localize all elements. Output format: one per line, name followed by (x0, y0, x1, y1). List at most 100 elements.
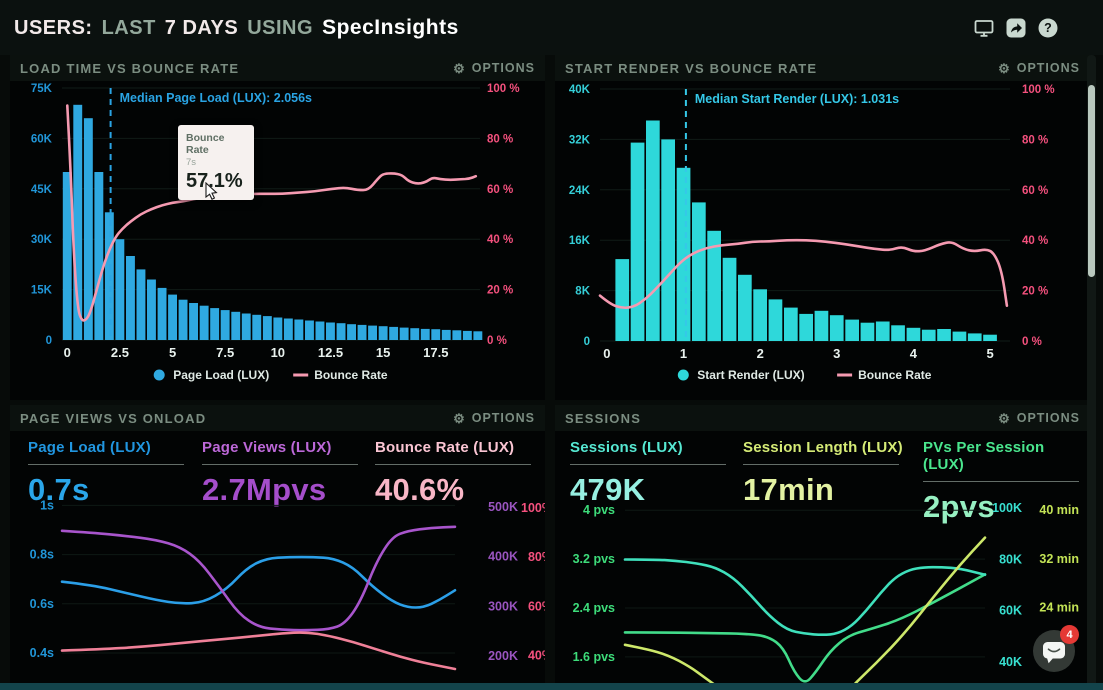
bar[interactable] (126, 256, 135, 340)
bar[interactable] (799, 313, 813, 341)
legend-label: Bounce Rate (314, 368, 388, 382)
metric-rule (923, 481, 1079, 482)
bar[interactable] (646, 120, 660, 342)
metric-rule (202, 464, 358, 465)
bar[interactable] (273, 317, 283, 341)
bar[interactable] (199, 305, 209, 340)
bar[interactable] (294, 319, 304, 341)
help-icon[interactable]: ? (1037, 17, 1059, 39)
bar[interactable] (814, 310, 829, 341)
bar[interactable] (937, 329, 951, 341)
bar[interactable] (722, 257, 737, 341)
axis-tick: 1s (40, 498, 54, 512)
bar[interactable] (389, 326, 399, 340)
bar[interactable] (326, 322, 335, 341)
scrollbar[interactable] (1087, 55, 1096, 690)
bar[interactable] (875, 321, 890, 342)
bar[interactable] (157, 287, 167, 340)
options-button[interactable]: ⚙ OPTIONS (998, 60, 1080, 76)
metric-rule (570, 464, 726, 465)
bar[interactable] (452, 330, 462, 340)
bar[interactable] (906, 327, 921, 341)
bar[interactable] (262, 316, 272, 340)
bar[interactable] (410, 328, 420, 340)
bar[interactable] (473, 331, 483, 340)
y-axis-tick: 40K (569, 84, 591, 96)
series-line[interactable] (623, 536, 987, 690)
bar[interactable] (178, 299, 188, 340)
bar[interactable] (860, 322, 875, 341)
bar[interactable] (147, 279, 156, 341)
bar[interactable] (738, 274, 752, 341)
bar[interactable] (661, 139, 675, 341)
series-line[interactable] (623, 558, 987, 636)
bar[interactable] (220, 310, 230, 340)
bar[interactable] (378, 326, 388, 340)
tooltip-value: 57.1% (186, 170, 243, 192)
bounce-rate-line[interactable] (598, 238, 1009, 310)
bar[interactable] (104, 212, 114, 340)
bar[interactable] (630, 142, 645, 341)
load-time-chart: Median Page Load (LUX): 2.056s 75K 60K 45K 3… (31, 83, 520, 382)
bar[interactable] (441, 329, 451, 340)
bar[interactable] (168, 294, 177, 340)
bar[interactable] (768, 299, 783, 341)
series-line[interactable] (623, 573, 987, 683)
bar[interactable] (462, 330, 472, 340)
bar[interactable] (399, 327, 409, 340)
bar[interactable] (189, 303, 198, 340)
bar[interactable] (241, 313, 251, 341)
bar[interactable] (707, 230, 721, 342)
options-button[interactable]: ⚙ OPTIONS (998, 410, 1080, 426)
bar[interactable] (983, 334, 997, 341)
display-icon[interactable] (973, 17, 995, 39)
chat-widget[interactable]: 4 (1032, 625, 1079, 673)
bar[interactable] (94, 172, 104, 340)
y2-axis-tick: 0 % (487, 335, 507, 347)
bar[interactable] (73, 104, 83, 340)
bar[interactable] (921, 329, 936, 341)
panel-start-render-title: START RENDER VS BOUNCE RATE (565, 60, 818, 76)
x-axis-tick: 17.5 (423, 345, 448, 360)
series-line[interactable] (60, 555, 457, 609)
bar[interactable] (753, 289, 767, 341)
axis-tick: 0.4s (30, 646, 54, 660)
options-button[interactable]: ⚙ OPTIONS (453, 60, 535, 76)
bar[interactable] (252, 314, 262, 340)
bar[interactable] (283, 318, 293, 341)
options-button[interactable]: ⚙ OPTIONS (453, 410, 535, 426)
series-line[interactable] (60, 525, 457, 632)
bar[interactable] (676, 167, 691, 342)
bar[interactable] (967, 333, 982, 341)
bar[interactable] (83, 118, 93, 340)
bar[interactable] (368, 325, 377, 340)
bar[interactable] (231, 311, 241, 340)
topbar: USERS: LAST 7 DAYS USING SpecInsights ? (0, 0, 1103, 55)
bar[interactable] (336, 323, 346, 340)
bar[interactable] (845, 319, 859, 341)
bar[interactable] (615, 259, 630, 341)
share-icon[interactable] (1005, 17, 1027, 39)
series-line[interactable] (60, 631, 457, 671)
bar[interactable] (136, 269, 146, 340)
axis-tick: 60K (999, 604, 1022, 618)
bar[interactable] (952, 331, 967, 341)
scrollbar-thumb[interactable] (1088, 85, 1095, 277)
bar[interactable] (347, 324, 356, 340)
bar[interactable] (115, 239, 125, 340)
bar[interactable] (315, 321, 325, 341)
panel-page-views-header: PAGE VIEWS VS ONLOAD ⚙ OPTIONS (10, 405, 545, 431)
bar[interactable] (62, 172, 72, 340)
tooltip-bucket: 7s (186, 157, 197, 168)
bar[interactable] (305, 320, 314, 341)
bar[interactable] (692, 202, 706, 341)
bar[interactable] (210, 308, 220, 340)
axis-tick: 40 min (1039, 503, 1079, 517)
bar[interactable] (891, 325, 905, 342)
bar[interactable] (829, 315, 844, 341)
gear-icon: ⚙ (998, 410, 1011, 426)
bar[interactable] (431, 329, 441, 340)
bar[interactable] (784, 307, 798, 341)
bar[interactable] (420, 328, 430, 340)
bar[interactable] (357, 324, 367, 340)
